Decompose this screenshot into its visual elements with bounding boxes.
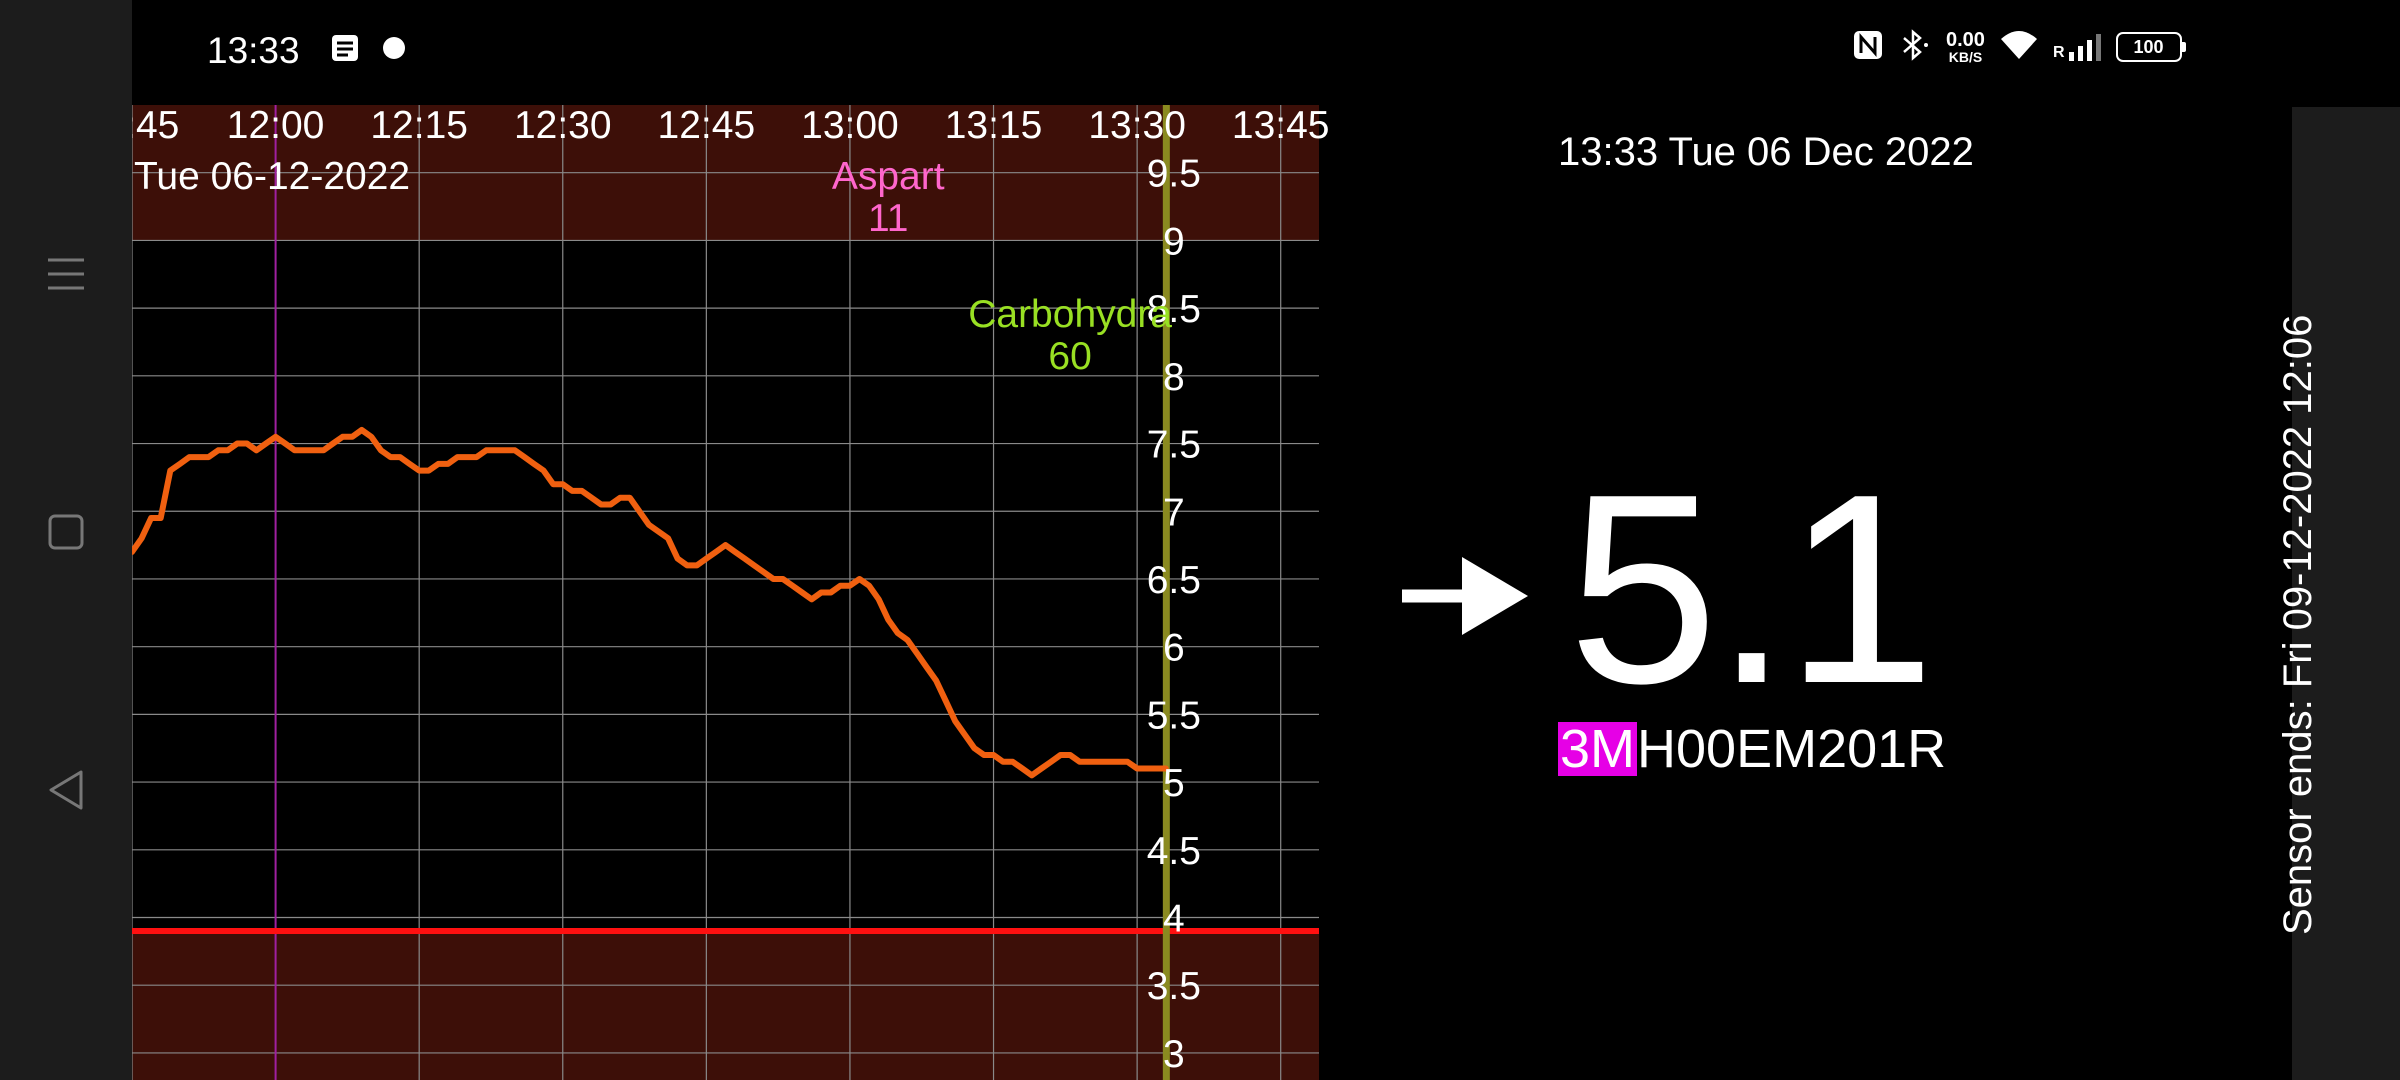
sensor-id: 3M H00EM201R [1558,722,1946,776]
x-tick-label: 12:30 [514,105,612,147]
network-speed-value: 0.00 [1946,29,1985,51]
chart-date-label: Tue 06-12-2022 [134,155,410,198]
network-speed-unit: KB/S [1948,49,1983,65]
bluetooth-icon [1898,28,1932,66]
insulin-label: Aspart [832,155,945,198]
x-tick-label: 13:00 [801,105,899,147]
glucose-series-line [132,427,1169,779]
sensor-id-rest: H00EM201R [1637,719,1947,779]
signal-icon: R [2053,32,2102,62]
y-tick-label: 6.5 [1147,559,1201,602]
insulin-value: 11 [868,197,909,240]
status-left-icons [330,33,406,67]
right-arrow-icon [1400,555,1530,641]
y-tick-label: 5 [1163,762,1185,805]
nfc-icon [1852,29,1884,65]
reading-datetime: 13:33 Tue 06 Dec 2022 [1558,130,1974,174]
roaming-label: R [2052,44,2065,61]
y-tick-label: 6 [1163,627,1185,670]
sensor-id-prefix: 3M [1558,719,1638,779]
status-right-icons: 0.00 KB/S R 100 [1852,28,2186,66]
y-tick-label: 3.5 [1147,965,1201,1008]
carbs-label: Carbohydra [968,293,1172,336]
network-speed: 0.00 KB/S [1946,30,1985,64]
y-tick-label: 8 [1163,356,1185,399]
x-tick-label: 12:15 [370,105,468,147]
x-tick-label: 11:45 [132,105,179,147]
y-tick-label: 8.5 [1147,288,1201,331]
y-tick-label: 4.5 [1147,830,1201,873]
glucose-chart[interactable]: 11:45 12:00 12:15 12:30 12:45 13:00 13:15 13:30… [132,105,1372,1080]
y-tick-label: 5.5 [1147,694,1201,737]
menu-icon[interactable] [40,248,92,300]
x-tick-label: 12:45 [658,105,756,147]
status-time: 13:33 [207,30,300,71]
now-line [1162,105,1170,1080]
notes-icon [330,33,360,67]
back-icon[interactable] [40,764,92,816]
sensor-ends-label: Sensor ends: Fri 09-12-2022 12:06 [2276,314,2320,935]
glucose-value: 5.1 [1568,439,1935,740]
y-tick-label: 4 [1163,898,1185,941]
y-tick-label: 7 [1163,491,1185,534]
carbs-value: 60 [1048,335,1091,378]
x-tick-label: 13:45 [1232,105,1330,147]
y-tick-label: 3 [1163,1033,1185,1076]
low-range-band [132,931,1319,1080]
y-tick-label: 9.5 [1147,153,1201,196]
x-tick-label: 13:30 [1088,105,1186,147]
wifi-icon [1999,29,2039,65]
dot-icon [382,36,406,64]
home-icon[interactable] [40,506,92,558]
battery-level: 100 [2133,36,2164,57]
x-tick-label: 12:00 [227,105,325,147]
y-tick-label: 9 [1163,220,1185,263]
side-panel-edge [2292,107,2400,1080]
navigation-bar [0,0,132,1080]
x-tick-label: 13:15 [945,105,1043,147]
battery-icon: 100 [2115,32,2186,62]
y-tick-label: 7.5 [1147,424,1201,467]
